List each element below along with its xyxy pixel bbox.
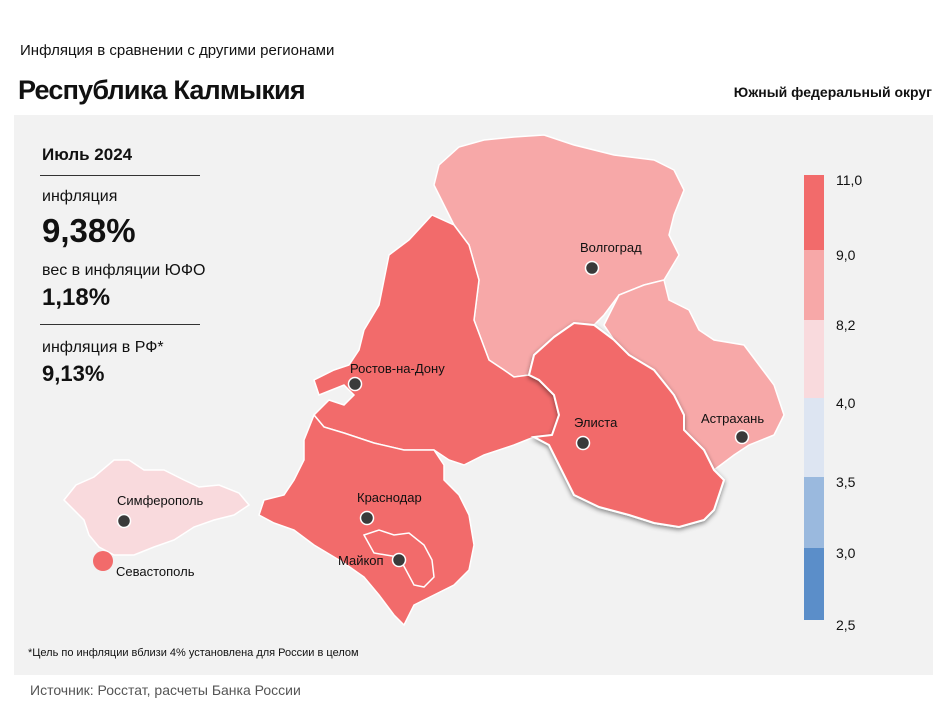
- supertitle: Инфляция в сравнении с другими регионами: [20, 42, 335, 59]
- city-label-astrakhan: Астрахань: [701, 411, 764, 426]
- legend-tick-label: 3,5: [836, 474, 856, 490]
- city-label-sevastopol: Севастополь: [116, 564, 195, 579]
- source-note: Источник: Росстат, расчеты Банка России: [30, 682, 301, 698]
- weight-value: 1,18%: [42, 284, 111, 311]
- page-title: Республика Калмыкия: [18, 75, 306, 105]
- legend-tick-label: 8,2: [836, 317, 856, 333]
- legend-swatch: [804, 548, 824, 620]
- weight-label: вес в инфляции ЮФО: [42, 262, 206, 279]
- footnote: *Цель по инфляции вблизи 4% установлена …: [28, 647, 359, 659]
- region-adygea[interactable]: [362, 529, 435, 588]
- legend-tick-label: 3,0: [836, 545, 856, 561]
- stats-block: Июль 2024 инфляция 9,38% вес в инфляции …: [40, 145, 222, 387]
- region-sevastopol[interactable]: [93, 551, 113, 571]
- inflation-label: инфляция: [42, 188, 118, 205]
- city-label-rostov: Ростов-на-Дону: [350, 361, 445, 376]
- region-map: Волгоград Ростов-на-Дону Элиста Астрахан…: [62, 134, 862, 633]
- legend-tick-label: 11,0: [836, 172, 862, 188]
- city-label-volgograd: Волгоград: [580, 240, 642, 255]
- legend-swatch: [804, 320, 824, 398]
- period-label: Июль 2024: [42, 145, 133, 164]
- legend-swatch: [804, 250, 824, 320]
- city-marker-simferopol[interactable]: [116, 513, 132, 529]
- divider-top: [40, 175, 200, 176]
- color-legend: 11,0 9,0 8,2 4,0 3,5 3,0 2,5: [804, 172, 862, 633]
- city-marker-maykop[interactable]: [391, 552, 407, 568]
- legend-swatch: [804, 398, 824, 477]
- district-label: Южный федеральный округ: [733, 84, 932, 100]
- city-marker-krasnodar[interactable]: [359, 510, 375, 526]
- city-marker-astrakhan[interactable]: [734, 429, 750, 445]
- region-crimea[interactable]: [62, 459, 251, 556]
- city-marker-rostov[interactable]: [347, 376, 363, 392]
- city-label-elista: Элиста: [574, 415, 618, 430]
- rf-inflation-label: инфляция в РФ*: [42, 339, 164, 356]
- city-label-simferopol: Симферополь: [117, 493, 204, 508]
- city-label-maykop: Майкоп: [338, 553, 384, 568]
- city-marker-volgograd[interactable]: [584, 260, 600, 276]
- rf-inflation-value: 9,13%: [42, 361, 105, 386]
- map-panel: Волгоград Ростов-на-Дону Элиста Астрахан…: [14, 115, 933, 675]
- inflation-value: 9,38%: [42, 212, 136, 249]
- legend-swatch: [804, 477, 824, 548]
- city-marker-elista[interactable]: [575, 435, 591, 451]
- legend-tick-label: 9,0: [836, 247, 856, 263]
- legend-tick-label: 2,5: [836, 617, 856, 633]
- divider-bottom: [40, 324, 200, 325]
- legend-tick-label: 4,0: [836, 395, 856, 411]
- legend-swatch: [804, 175, 824, 250]
- city-label-krasnodar: Краснодар: [357, 490, 422, 505]
- region-kalmykia[interactable]: [527, 321, 726, 529]
